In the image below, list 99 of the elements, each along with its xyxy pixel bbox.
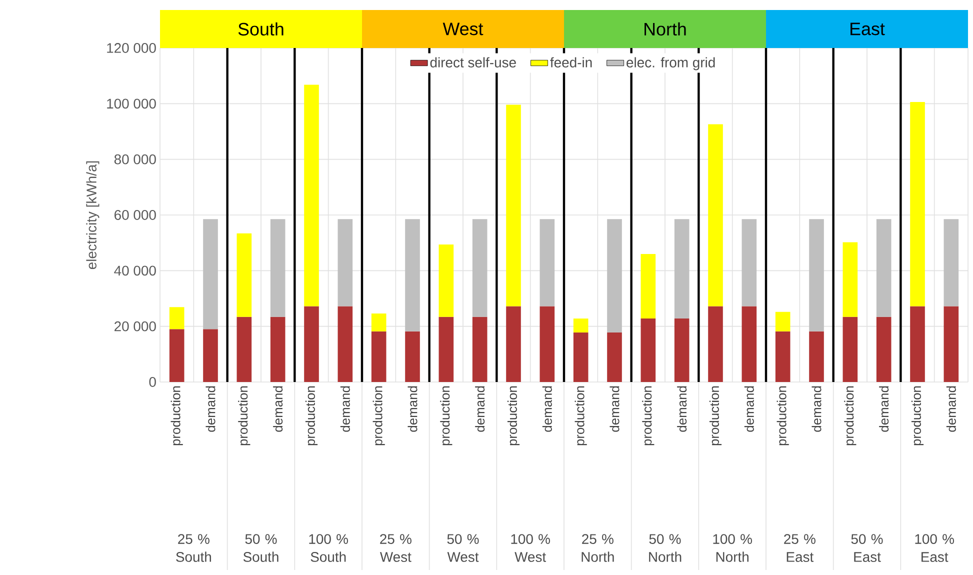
x-tick-label: demand	[677, 386, 687, 432]
bar	[506, 306, 521, 382]
x-tick-label: demand	[475, 386, 485, 432]
bar	[876, 316, 892, 382]
bar	[270, 219, 286, 317]
bar	[405, 219, 420, 332]
x-tick-label: demand	[206, 386, 216, 432]
legend-label: feed-in	[550, 57, 592, 68]
text: 50 % North	[649, 534, 682, 562]
bar	[708, 124, 723, 306]
bar	[944, 306, 959, 382]
y-tick-label: 40 000	[114, 266, 156, 276]
x-tick-label: production	[372, 386, 385, 446]
bar	[944, 219, 959, 306]
bar	[540, 219, 555, 306]
text: 50 % South	[243, 534, 278, 562]
bar	[742, 306, 757, 382]
x-tick-label: demand	[408, 386, 418, 432]
bar	[742, 219, 757, 306]
text: 25 % North	[582, 534, 614, 562]
x-tick-label: production	[844, 386, 856, 446]
text: West	[442, 22, 484, 36]
bar	[236, 233, 252, 317]
bar	[607, 219, 622, 332]
x-tick-label: demand	[542, 386, 552, 432]
bar	[304, 84, 319, 306]
x-tick-label: demand	[273, 386, 283, 432]
text: 50 % East	[851, 534, 883, 562]
bar	[304, 306, 319, 382]
bar	[371, 314, 386, 332]
text: 100 % South	[309, 534, 348, 562]
text: 100 % West	[511, 534, 550, 562]
bar	[540, 306, 555, 382]
text: 25 % South	[176, 534, 211, 562]
bar	[876, 219, 892, 317]
bar	[236, 316, 252, 382]
x-tick-label: production	[709, 386, 722, 446]
bar	[472, 316, 488, 382]
x-tick-label: production	[574, 386, 587, 446]
bar	[640, 318, 656, 382]
legend-label: direct self-use	[430, 57, 516, 68]
text: 50 % West	[447, 534, 479, 562]
bar	[607, 332, 622, 382]
bar	[910, 102, 925, 306]
bar	[405, 331, 420, 382]
x-tick-label: demand	[879, 386, 889, 432]
bar	[203, 329, 218, 382]
bar	[338, 219, 353, 306]
text: 100 % East	[915, 534, 954, 562]
x-tick-label: production	[305, 386, 318, 446]
x-tick-label: demand	[610, 386, 620, 432]
y-tick-label: 120 000	[107, 43, 156, 53]
y-tick-label: 20 000	[114, 321, 156, 332]
bar	[472, 219, 488, 317]
x-tick-label: production	[440, 386, 452, 446]
y-tick-label: 60 000	[114, 210, 156, 220]
x-tick-label: demand	[812, 386, 822, 432]
text: 25 % East	[784, 534, 816, 562]
bar	[438, 244, 454, 317]
bar	[910, 306, 925, 382]
text: South	[238, 22, 284, 36]
y-tick-label: 100 000	[107, 98, 156, 109]
x-tick-label: production	[911, 386, 924, 446]
x-tick-label: production	[170, 386, 183, 446]
bar	[169, 307, 184, 330]
bar	[708, 306, 723, 382]
bar	[842, 242, 858, 317]
bar	[775, 331, 790, 382]
bar	[371, 331, 386, 382]
y-tick-label: 0	[149, 377, 156, 387]
legend-label: elec. from grid	[626, 57, 715, 70]
bar	[809, 331, 824, 382]
x-tick-label: production	[642, 386, 654, 446]
x-tick-label: demand	[340, 386, 350, 432]
bar	[674, 219, 690, 319]
bar	[203, 219, 218, 330]
bar	[506, 104, 521, 306]
text: 25 % West	[380, 534, 412, 562]
bar	[338, 306, 353, 382]
bar	[270, 316, 286, 382]
x-tick-label: demand	[744, 386, 754, 432]
bar	[775, 312, 790, 332]
bar	[169, 329, 184, 382]
bar	[809, 219, 824, 332]
text: 100 % North	[713, 534, 752, 562]
x-tick-label: production	[238, 386, 250, 446]
x-tick-label: production	[776, 386, 789, 446]
bar	[640, 254, 656, 319]
bar	[842, 316, 858, 382]
text: North	[644, 22, 686, 36]
x-tick-label: demand	[946, 386, 956, 432]
bar	[438, 316, 454, 382]
text: East	[850, 22, 885, 36]
bar	[573, 332, 588, 382]
bar	[674, 318, 690, 382]
bar	[573, 318, 588, 332]
y-axis-title: electricity [kWh/a]	[86, 161, 100, 270]
y-tick-label: 80 000	[114, 154, 156, 164]
x-tick-label: production	[507, 386, 520, 446]
